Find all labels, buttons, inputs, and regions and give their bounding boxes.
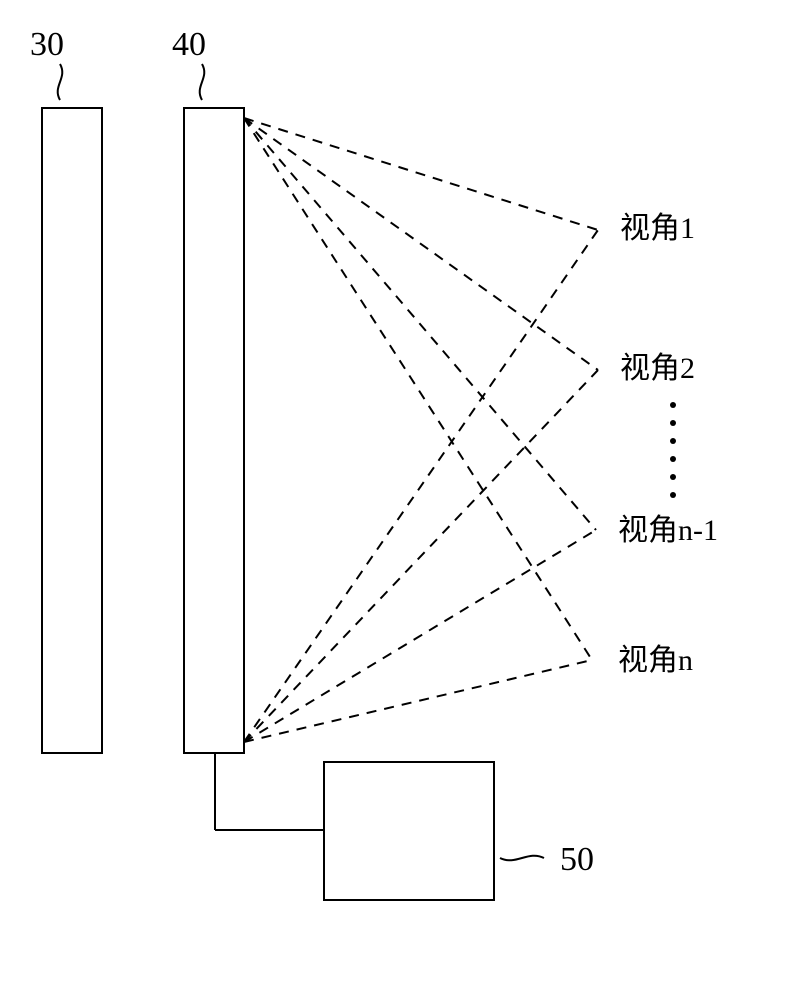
- box30-label: 30: [30, 26, 64, 63]
- view-label-4: 视角n: [618, 644, 693, 677]
- vdots-dot: [670, 420, 676, 426]
- view-label-3: 视角n-1: [618, 514, 718, 547]
- view-label-2: 视角2: [620, 352, 695, 385]
- canvas-bg: [0, 0, 802, 1000]
- box40-label: 40: [172, 26, 206, 63]
- vdots-dot: [670, 474, 676, 480]
- vdots-dot: [670, 402, 676, 408]
- vdots-dot: [670, 456, 676, 462]
- box50-label: 50: [560, 841, 594, 878]
- view-label-1: 视角1: [620, 212, 695, 245]
- vdots-dot: [670, 438, 676, 444]
- vdots-dot: [670, 492, 676, 498]
